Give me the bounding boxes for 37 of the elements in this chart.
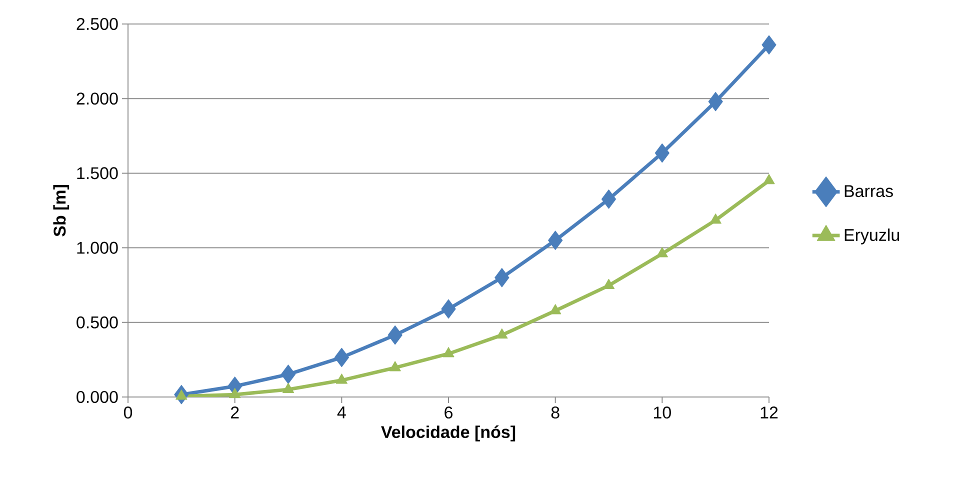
point	[656, 247, 668, 258]
point	[441, 299, 456, 319]
x-axis-title: Velocidade [nós]	[381, 425, 516, 442]
point	[654, 143, 670, 163]
y-tick-label: 0.500	[76, 316, 118, 328]
point	[282, 382, 294, 394]
point	[336, 374, 348, 384]
point	[334, 348, 350, 368]
point	[710, 213, 722, 224]
point	[708, 92, 723, 112]
y-tick-label: 1.500	[77, 167, 118, 180]
point	[496, 328, 508, 339]
x-tick-label: 6	[444, 406, 452, 419]
y-axis-title: Sb [m]	[53, 185, 70, 236]
x-tick-label: 8	[551, 406, 560, 419]
y-tick-label: 2.500	[76, 18, 118, 30]
point	[442, 346, 454, 358]
y-tick-label: 0.000	[76, 390, 118, 404]
point	[548, 230, 563, 250]
legend-label: Barras	[844, 185, 893, 198]
point	[763, 174, 775, 184]
point	[280, 364, 296, 384]
point	[389, 360, 401, 372]
x-tick-label: 4	[337, 406, 346, 418]
y-tick-label: 1.000	[77, 242, 118, 254]
point	[601, 189, 616, 209]
point	[176, 389, 188, 400]
x-tick-label: 12	[760, 406, 778, 418]
point	[494, 268, 510, 288]
x-tick-label: 2	[230, 406, 239, 418]
x-tick-label: 0	[124, 406, 132, 419]
x-tick-label: 10	[654, 406, 671, 419]
y-tick-label: 2.000	[76, 92, 118, 105]
point	[228, 388, 241, 398]
point	[762, 35, 776, 55]
legend-label: Eryuzlu	[844, 228, 900, 244]
point	[388, 325, 402, 345]
